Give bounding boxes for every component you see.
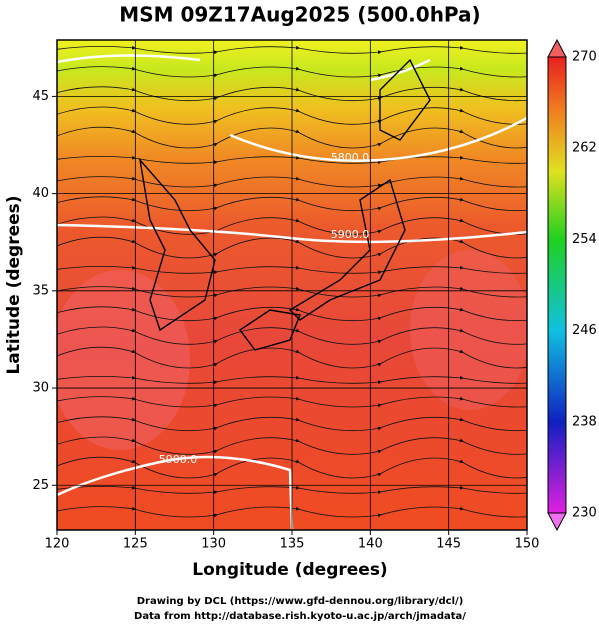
streamlines: [57, 45, 527, 518]
x-tick-label: 140: [358, 537, 383, 552]
grid: [57, 40, 527, 530]
x-tick-label: 125: [123, 537, 148, 552]
coastline: [138, 58, 431, 351]
streamline: [57, 485, 527, 495]
streamline: [57, 126, 527, 149]
streamline: [57, 346, 527, 369]
streamline: [57, 236, 527, 259]
footer-line: Data from http://database.rish.kyoto-u.a…: [134, 611, 466, 622]
contour-line: [57, 54, 201, 64]
streamline: [57, 286, 527, 298]
y-tick-label: 45: [32, 89, 49, 104]
streamline: [57, 176, 527, 188]
colorbar-under: [547, 512, 567, 532]
streamline: [57, 416, 527, 432]
colorbar: [547, 56, 567, 514]
streamline: [57, 66, 527, 78]
contour-label: 5900.0: [331, 228, 370, 241]
y-tick-label: 40: [32, 186, 49, 201]
streamline: [57, 506, 527, 518]
warm-region: [57, 270, 190, 450]
streamline: [57, 45, 527, 55]
title: MSM 09Z17Aug2025 (500.0hPa): [119, 3, 480, 27]
x-tick-label: 130: [201, 537, 226, 552]
streamline: [57, 216, 527, 235]
streamline: [57, 456, 527, 479]
contour-line: [369, 58, 431, 82]
warm-region: [410, 250, 527, 410]
y-axis-label: Latitude (degrees): [4, 195, 24, 374]
colorbar-tick-label: 246: [572, 323, 597, 338]
streamline: [57, 155, 527, 165]
x-tick-label: 120: [45, 537, 70, 552]
streamline: [57, 306, 527, 322]
streamline: [57, 396, 527, 408]
colorbar-tick-label: 254: [572, 232, 597, 247]
x-tick-label: 135: [280, 537, 305, 552]
contour-line: [57, 223, 527, 244]
streamline: [57, 265, 527, 275]
y-tick-label: 35: [32, 283, 49, 298]
colorbar-over: [547, 38, 567, 58]
colorbar-tick-label: 262: [572, 141, 597, 156]
contour-label: 5800.0: [331, 151, 370, 164]
x-tick-label: 150: [515, 537, 540, 552]
x-tick-label: 145: [436, 537, 461, 552]
contour-line: [57, 455, 294, 530]
axes: 120 125 130 135 140 145 150 25 30 35 40 45 230 238 246…: [32, 50, 596, 552]
streamline: [57, 196, 527, 212]
contour-line: [229, 116, 527, 162]
plot-area: [57, 40, 527, 530]
colorbar-tick-label: 230: [572, 506, 597, 521]
y-tick-label: 30: [32, 381, 49, 396]
streamline: [57, 106, 527, 125]
contour-label: 5900.0: [159, 453, 198, 466]
streamline: [57, 436, 527, 455]
x-axis-label: Longitude (degrees): [192, 560, 387, 580]
footer-line: Drawing by DCL (https://www.gfd-dennou.o…: [137, 596, 464, 607]
y-tick-label: 25: [32, 478, 49, 493]
streamline: [57, 326, 527, 345]
colorbar-tick-label: 270: [572, 50, 597, 65]
streamline: [57, 86, 527, 102]
streamline: [57, 375, 527, 385]
colorbar-tick-label: 238: [572, 414, 597, 429]
